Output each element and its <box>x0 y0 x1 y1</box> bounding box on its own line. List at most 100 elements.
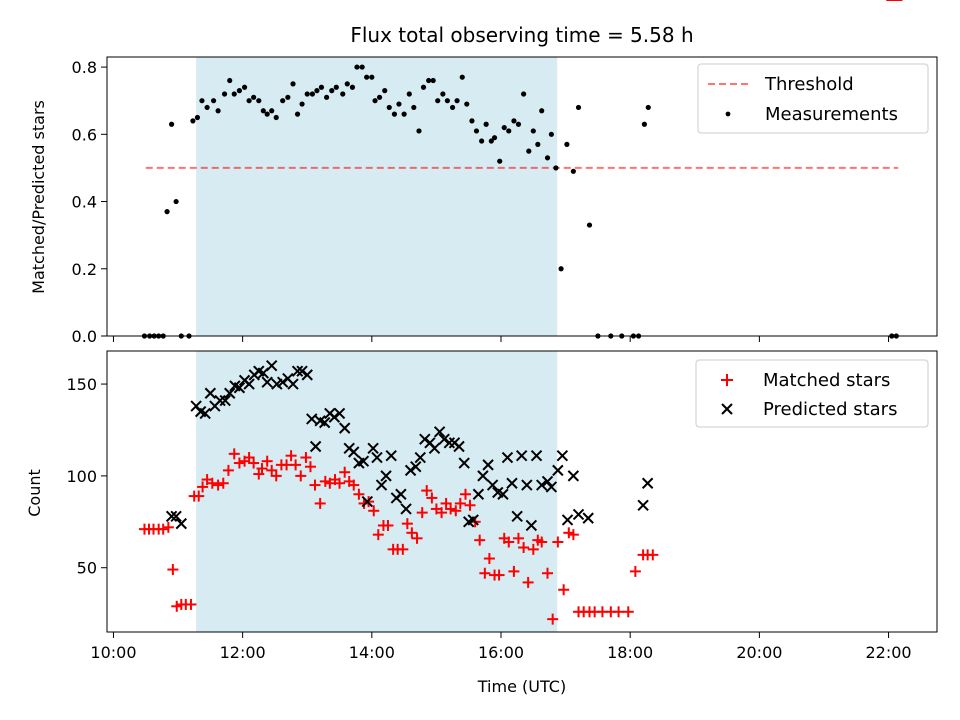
matched-star-point <box>206 477 218 489</box>
predicted-star-point <box>497 488 509 500</box>
matched-star-point <box>426 492 438 504</box>
measurement-point <box>641 121 648 127</box>
chart-title: Flux total observing time = 5.58 h <box>350 23 693 47</box>
measurement-point <box>426 77 432 84</box>
legend-matched-label: Matched stars <box>763 370 890 391</box>
bottom-y-axis-label: Count <box>25 469 44 517</box>
measurement-point <box>269 108 275 114</box>
legend-threshold-label: Threshold <box>764 74 854 95</box>
observing-window-shade-top <box>196 57 558 336</box>
matched-star-point <box>416 507 428 519</box>
measurement-point <box>369 74 375 80</box>
measurement-point <box>558 266 564 272</box>
predicted-star-point <box>410 460 422 473</box>
measurement-point <box>372 98 378 104</box>
matched-star-point <box>162 521 174 533</box>
measurement-point <box>401 111 407 117</box>
predicted-star-point <box>404 464 417 477</box>
predicted-star-point <box>170 510 182 523</box>
measurement-point <box>454 98 460 104</box>
predicted-star-point <box>482 459 494 471</box>
matched-star-point <box>436 507 448 519</box>
matched-star-point <box>243 452 255 464</box>
top-y-axis-label: Matched/Predicted stars <box>29 100 48 294</box>
measurement-point <box>483 121 489 127</box>
measurement-point <box>553 165 559 171</box>
predicted-star-point <box>367 442 379 455</box>
measurement-point <box>473 128 480 134</box>
predicted-star-point <box>309 440 322 453</box>
predicted-star-point <box>380 470 392 482</box>
matched-star-point <box>450 505 462 517</box>
measurement-point <box>488 138 494 144</box>
matched-star-point <box>309 479 321 491</box>
measurement-point <box>501 124 507 131</box>
bottom-legend-box <box>695 359 929 428</box>
measurement-point <box>304 91 310 97</box>
matched-star-point <box>217 477 229 489</box>
measurement-point <box>469 118 475 124</box>
measurement-point <box>535 141 541 147</box>
matched-star-point <box>459 488 471 500</box>
predicted-star-point <box>371 451 383 464</box>
measurement-point <box>459 74 465 80</box>
matched-star-point <box>401 518 413 530</box>
matched-star-point <box>647 549 659 561</box>
y-tick-label: 50 <box>77 559 97 578</box>
x-tick-label: 14:00 <box>349 643 395 662</box>
matched-star-point <box>622 606 634 618</box>
y-tick-label: 0.6 <box>72 125 97 144</box>
predicted-star-point <box>348 446 360 458</box>
measurement-point <box>539 108 545 114</box>
matched-star-point <box>503 536 515 548</box>
measurement-point <box>210 98 217 104</box>
predicted-star-point <box>287 378 299 390</box>
matched-star-point <box>508 565 520 577</box>
measurement-point <box>416 128 422 134</box>
predicted-star-point <box>204 387 217 399</box>
bottom-panel: 50 100 150 10:00 12:00 14:00 16:00 18:00 20:00 2… <box>25 0 938 696</box>
matched-star-point <box>222 464 234 476</box>
measurement-point <box>324 94 330 100</box>
measurement-point <box>236 88 243 94</box>
matched-star-point <box>464 499 476 511</box>
predicted-star-point <box>506 477 518 489</box>
matched-star-point <box>483 553 495 565</box>
predicted-star-point <box>511 510 523 523</box>
matched-star-point <box>522 576 534 588</box>
top-legend-box <box>697 63 929 134</box>
predicted-star-point <box>472 488 485 500</box>
measurement-point <box>449 104 456 111</box>
y-tick-label: 0.0 <box>72 327 97 346</box>
predicted-star-point <box>175 517 187 530</box>
measurement-point <box>506 128 512 134</box>
predicted-star-point <box>233 382 246 394</box>
measurement-point <box>430 77 436 84</box>
matched-star-point <box>613 606 625 618</box>
measurement-point <box>548 131 554 137</box>
measurement-point <box>354 64 360 70</box>
measurement-point <box>444 98 450 104</box>
bottom-axes-frame <box>106 350 938 633</box>
bottom-y-axis: 50 100 150 <box>66 375 107 578</box>
predicted-star-point <box>333 407 346 420</box>
matched-star-point <box>295 470 307 482</box>
predicted-star-point <box>535 479 548 491</box>
matched-star-point <box>339 466 351 478</box>
legend-predicted-marker <box>721 403 733 415</box>
measurement-point <box>344 81 350 87</box>
measurement-point <box>204 104 210 111</box>
measurement-point <box>340 91 346 97</box>
y-tick-label: 0.8 <box>72 58 97 77</box>
measurement-point <box>530 128 536 134</box>
matched-star-point <box>552 536 564 548</box>
predicted-star-point <box>515 449 528 462</box>
predicted-star-point <box>261 376 273 388</box>
predicted-star-point <box>582 512 594 524</box>
matched-star-point <box>421 485 433 497</box>
measurement-point <box>256 98 262 104</box>
predicted-star-point <box>525 519 538 532</box>
matched-star-point <box>368 505 380 517</box>
matched-star-point <box>536 536 548 548</box>
measurement-point <box>199 98 205 104</box>
